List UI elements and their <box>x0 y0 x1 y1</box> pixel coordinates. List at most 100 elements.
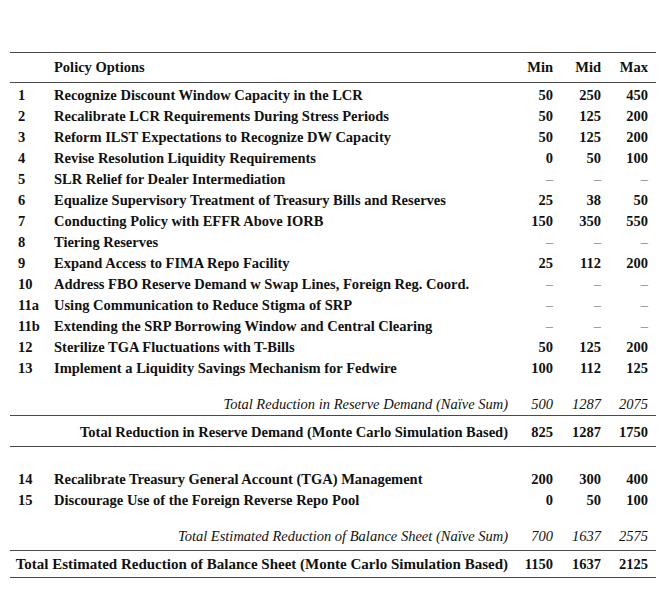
row-number: 14 <box>10 469 54 490</box>
value-mid: 50 <box>560 148 608 169</box>
total-label: Total Reduction in Reserve Demand (Monte… <box>10 416 514 447</box>
value-max: 100 <box>608 148 656 169</box>
row-number: 9 <box>10 253 54 274</box>
value-mid: 50 <box>560 490 608 511</box>
value-min: 0 <box>514 148 560 169</box>
row-label: Sterilize TGA Fluctuations with T-Bills <box>54 337 514 358</box>
row-label: Address FBO Reserve Demand w Swap Lines,… <box>54 274 514 295</box>
row-label: Discourage Use of the Foreign Reverse Re… <box>54 490 514 511</box>
row-label: Extending the SRP Borrowing Window and C… <box>54 316 514 337</box>
value-mid: 1637 <box>560 551 608 578</box>
value-min: 700 <box>514 511 560 551</box>
table-row: 2Recalibrate LCR Requirements During Str… <box>10 106 656 127</box>
value-max: 2075 <box>608 379 656 416</box>
value-max: 200 <box>608 337 656 358</box>
row-label: Reform ILST Expectations to Recognize DW… <box>54 127 514 148</box>
value-mid: – <box>560 316 608 337</box>
table-row: 13Implement a Liquidity Savings Mechanis… <box>10 358 656 379</box>
table-row: 14Recalibrate Treasury General Account (… <box>10 469 656 490</box>
row-number: 4 <box>10 148 54 169</box>
value-min: 0 <box>514 490 560 511</box>
value-mid: 250 <box>560 83 608 106</box>
row-label: Implement a Liquidity Savings Mechanism … <box>54 358 514 379</box>
value-mid: 300 <box>560 469 608 490</box>
value-max: – <box>608 169 656 190</box>
value-mid: – <box>560 169 608 190</box>
value-min: 25 <box>514 253 560 274</box>
value-min: 50 <box>514 106 560 127</box>
table-row: 11aUsing Communication to Reduce Stigma … <box>10 295 656 316</box>
value-mid: – <box>560 274 608 295</box>
row-label: Recognize Discount Window Capacity in th… <box>54 83 514 106</box>
row-number: 10 <box>10 274 54 295</box>
value-min: – <box>514 316 560 337</box>
monte-carlo-row: Total Reduction in Reserve Demand (Monte… <box>10 416 656 447</box>
row-number: 11a <box>10 295 54 316</box>
row-label: Recalibrate LCR Requirements During Stre… <box>54 106 514 127</box>
balance-sheet-totals: Total Estimated Reduction of Balance She… <box>10 511 656 578</box>
value-min: – <box>514 232 560 253</box>
row-label: Tiering Reserves <box>54 232 514 253</box>
table-row: 8Tiering Reserves––– <box>10 232 656 253</box>
value-max: 200 <box>608 106 656 127</box>
value-mid: 1637 <box>560 511 608 551</box>
policy-rows-group-1: 1Recognize Discount Window Capacity in t… <box>10 83 656 379</box>
table-row: 10Address FBO Reserve Demand w Swap Line… <box>10 274 656 295</box>
header-row: Policy Options Min Mid Max <box>10 53 656 83</box>
value-max: 200 <box>608 127 656 148</box>
table-row: 4Revise Resolution Liquidity Requirement… <box>10 148 656 169</box>
row-number: 8 <box>10 232 54 253</box>
table-row: 3Reform ILST Expectations to Recognize D… <box>10 127 656 148</box>
value-mid: – <box>560 232 608 253</box>
value-max: – <box>608 232 656 253</box>
value-max: 2125 <box>608 551 656 578</box>
value-min: 1150 <box>514 551 560 578</box>
policy-rows-group-2: 14Recalibrate Treasury General Account (… <box>10 469 656 511</box>
header-min: Min <box>514 53 560 83</box>
value-max: 200 <box>608 253 656 274</box>
value-mid: 112 <box>560 253 608 274</box>
header-max: Max <box>608 53 656 83</box>
value-min: 500 <box>514 379 560 416</box>
row-number: 12 <box>10 337 54 358</box>
row-label: Equalize Supervisory Treatment of Treasu… <box>54 190 514 211</box>
row-label: Conducting Policy with EFFR Above IORB <box>54 211 514 232</box>
table-row: 12Sterilize TGA Fluctuations with T-Bill… <box>10 337 656 358</box>
value-min: – <box>514 274 560 295</box>
total-label: Total Estimated Reduction of Balance She… <box>10 511 514 551</box>
value-mid: 38 <box>560 190 608 211</box>
row-label: SLR Relief for Dealer Intermediation <box>54 169 514 190</box>
row-number: 3 <box>10 127 54 148</box>
value-min: 100 <box>514 358 560 379</box>
value-min: – <box>514 169 560 190</box>
row-number: 1 <box>10 83 54 106</box>
value-mid: 1287 <box>560 416 608 447</box>
value-max: – <box>608 274 656 295</box>
row-number: 7 <box>10 211 54 232</box>
row-label: Recalibrate Treasury General Account (TG… <box>54 469 514 490</box>
value-max: 400 <box>608 469 656 490</box>
spacer-row <box>10 447 656 469</box>
value-max: 2575 <box>608 511 656 551</box>
value-min: – <box>514 295 560 316</box>
value-mid: 125 <box>560 127 608 148</box>
row-label: Revise Resolution Liquidity Requirements <box>54 148 514 169</box>
value-mid: 1287 <box>560 379 608 416</box>
value-max: – <box>608 316 656 337</box>
value-mid: 350 <box>560 211 608 232</box>
table-row: 7Conducting Policy with EFFR Above IORB1… <box>10 211 656 232</box>
value-max: 1750 <box>608 416 656 447</box>
value-min: 50 <box>514 83 560 106</box>
value-mid: 125 <box>560 337 608 358</box>
value-min: 150 <box>514 211 560 232</box>
value-max: – <box>608 295 656 316</box>
monte-carlo-row: Total Estimated Reduction of Balance She… <box>10 551 656 578</box>
value-mid: 112 <box>560 358 608 379</box>
row-number: 11b <box>10 316 54 337</box>
table-row: 11bExtending the SRP Borrowing Window an… <box>10 316 656 337</box>
table-row: 15Discourage Use of the Foreign Reverse … <box>10 490 656 511</box>
header-num-spacer <box>10 53 54 83</box>
value-mid: 125 <box>560 106 608 127</box>
value-max: 50 <box>608 190 656 211</box>
row-label: Using Communication to Reduce Stigma of … <box>54 295 514 316</box>
